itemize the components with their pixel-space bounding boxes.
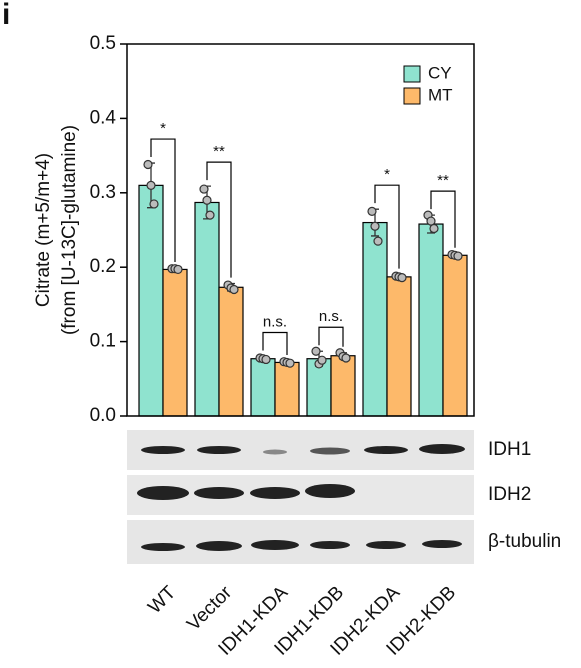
legend-swatch [403,65,421,83]
band [250,487,300,499]
bar [162,268,188,417]
bar [138,184,164,417]
significance-label: ** [213,143,225,160]
data-point [199,184,209,194]
band [194,487,244,499]
significance-bracket [374,184,400,269]
band [251,540,299,550]
bar [250,358,276,417]
significance-bracket [150,138,176,262]
x-tick-label: Vector [183,582,236,635]
band [141,543,185,551]
bar [418,223,444,417]
y-tick-label: 0.1 [90,331,116,352]
data-point [205,210,215,220]
data-point [149,199,159,209]
bar [218,286,244,417]
blot-label: IDH2 [488,484,531,505]
data-point [261,354,271,365]
data-point [143,159,153,170]
bar [274,361,300,417]
significance-label: n.s. [319,308,343,325]
data-point [317,355,327,365]
blots: IDH1 IDH2 β-tubulin [127,430,561,564]
data-point [285,358,295,368]
band [196,541,242,551]
data-point [429,223,439,234]
y-tick-label: 0.5 [90,33,116,54]
data-point [146,180,156,190]
bar [442,254,468,417]
significance-bracket [262,331,288,355]
band [366,541,406,549]
data-point [311,346,321,356]
significance-label: ** [437,172,449,189]
band [263,449,287,455]
data-point [173,264,183,275]
panel-label: i [2,0,10,31]
bar [330,355,356,417]
data-point [426,216,436,226]
data-point [341,353,351,363]
significance-bracket [206,161,232,278]
axes [126,43,475,417]
bar [362,221,388,417]
data-point [397,273,407,283]
x-tick-label: WT [144,582,180,618]
band [137,486,189,500]
band [310,541,350,549]
blot-label: β-tubulin [488,531,561,552]
legend-label: MT [428,85,453,104]
y-axis-title: Citrate (m+5/m+4) [33,153,54,307]
significance-bracket [318,326,344,347]
y-tick-label: 0.2 [90,256,116,277]
band [197,446,241,454]
legend-label: CY [428,63,452,82]
bar [194,201,220,417]
data-point [202,195,212,205]
significance-label: * [384,166,390,183]
band [364,446,408,454]
data-point [229,284,239,295]
legend-swatch [403,87,421,105]
band [419,444,465,454]
data-point [367,206,377,216]
y-tick-label: 0.4 [90,107,117,128]
significance-label: n.s. [263,313,287,330]
data-point [370,221,380,231]
blot-label: IDH1 [488,439,531,460]
bar [386,276,412,417]
y-axis-title: (from [U-13C]-glutamine) [59,125,80,335]
band [422,540,462,548]
blot [127,520,474,564]
data-point [373,236,383,246]
blot-bands [137,444,465,551]
band [305,484,355,498]
band [310,447,350,455]
significance-bracket [430,190,456,248]
band [141,446,185,454]
significance-label: * [160,120,166,137]
data-point [453,251,463,261]
y-tick-label: 0.3 [90,182,116,203]
y-tick-label: 0.0 [90,405,116,426]
